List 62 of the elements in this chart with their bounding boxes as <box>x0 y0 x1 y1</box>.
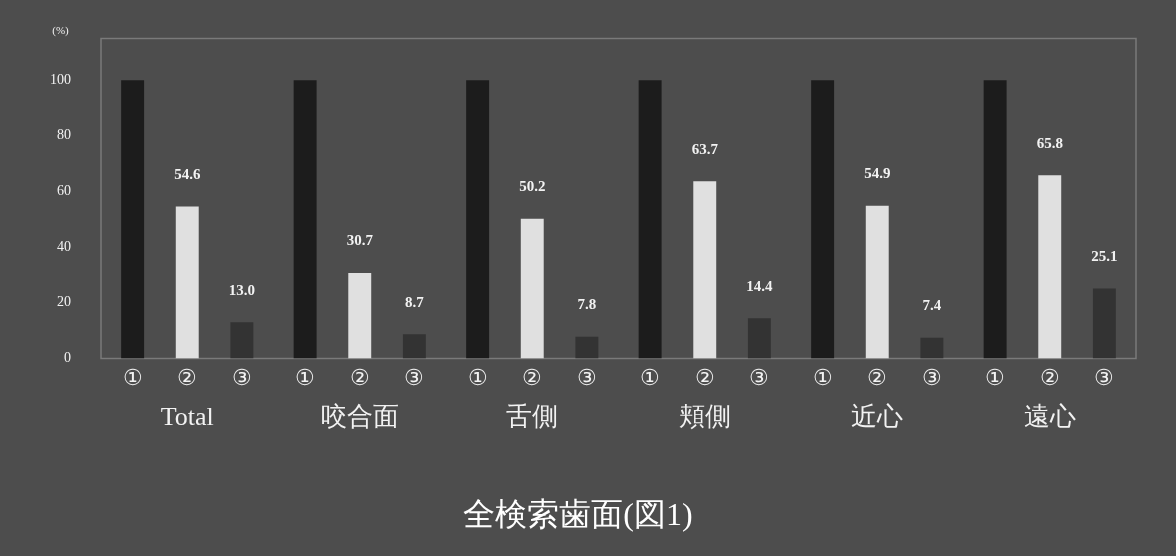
text: ② <box>694 365 715 391</box>
data-label: 65.8 <box>1036 134 1063 151</box>
data-label: 63.7 <box>691 140 719 157</box>
x-tick-label: 遠心 <box>1023 401 1076 431</box>
bar <box>693 181 717 359</box>
text: ② <box>867 365 888 391</box>
x-tick-label: 咬合面 <box>320 401 399 431</box>
data-label: 7.8 <box>577 296 597 313</box>
bar <box>638 80 662 359</box>
bar <box>575 336 599 359</box>
bar <box>747 318 771 359</box>
y-axis-title: (%) <box>52 23 70 37</box>
x-tick-label: 頬側 <box>678 401 731 431</box>
text: ③ <box>576 365 597 391</box>
bar <box>466 80 490 359</box>
series-label: ① <box>122 365 143 391</box>
bar <box>402 334 426 359</box>
data-label: 50.2 <box>519 178 546 195</box>
text: ③ <box>1094 365 1115 391</box>
data-label: 7.4 <box>922 297 942 314</box>
y-tick-label: 80 <box>57 127 71 143</box>
bar <box>121 80 145 359</box>
bar <box>175 206 199 359</box>
y-tick-label: 40 <box>57 238 71 254</box>
bar <box>865 205 889 359</box>
data-label: 54.6 <box>174 165 201 182</box>
text: ① <box>812 365 833 391</box>
y-tick-label: 20 <box>57 294 71 310</box>
data-label: 8.7 <box>405 293 425 310</box>
text: ② <box>349 365 370 391</box>
bar <box>983 80 1007 359</box>
bar <box>920 337 944 359</box>
bar <box>1092 288 1116 359</box>
data-label: 54.9 <box>864 165 891 182</box>
text: ③ <box>404 365 425 391</box>
text: ① <box>985 365 1006 391</box>
data-label: 14.4 <box>746 277 773 294</box>
text: ③ <box>921 365 942 391</box>
y-tick-label: 60 <box>57 183 71 199</box>
data-label: 25.1 <box>1091 247 1118 264</box>
text: ② <box>1039 365 1060 391</box>
bar <box>348 272 372 359</box>
data-label: 13.0 <box>228 281 255 298</box>
y-tick-label: 100 <box>50 71 71 87</box>
x-tick-label: 舌側 <box>506 401 559 431</box>
series-label: ③ <box>231 365 252 391</box>
y-tick-label: 0 <box>64 350 71 366</box>
series-label: ② <box>177 365 198 391</box>
x-tick-label: Total <box>160 401 214 431</box>
text: ② <box>522 365 543 391</box>
text: 全検索歯面(図1) <box>463 496 693 533</box>
text: ① <box>295 365 316 391</box>
bar <box>230 322 254 359</box>
text: ① <box>640 365 661 391</box>
text: ① <box>467 365 488 391</box>
x-tick-label: 近心 <box>851 401 904 431</box>
bar <box>520 218 544 359</box>
bar <box>1038 175 1062 359</box>
bar <box>811 80 835 359</box>
data-label: 30.7 <box>346 232 374 249</box>
text: ③ <box>749 365 770 391</box>
bar <box>293 80 317 359</box>
